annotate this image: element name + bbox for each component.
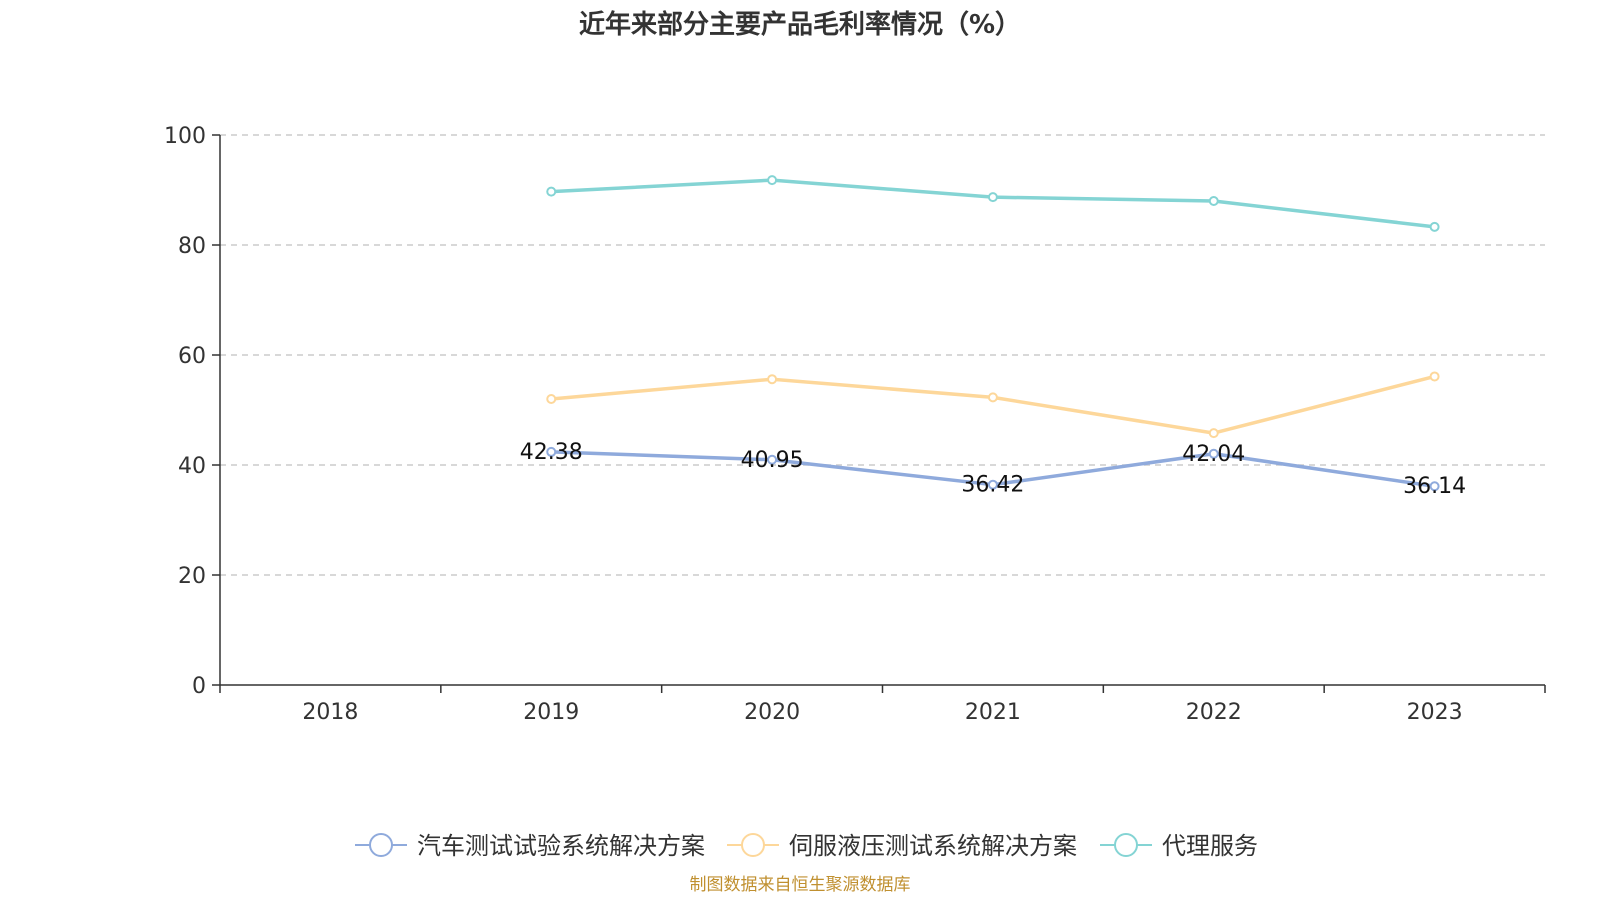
y-tick-label: 100 (164, 124, 206, 149)
y-tick-label: 80 (178, 234, 206, 259)
source-note: 制图数据来自恒生聚源数据库 (690, 875, 911, 895)
x-tick-label: 2022 (1186, 700, 1242, 725)
legend-label: 代理服务 (1162, 832, 1258, 860)
data-point (1208, 428, 1219, 439)
data-label: 40.95 (741, 448, 804, 473)
data-label: 36.42 (961, 473, 1024, 498)
series-layer (546, 175, 1440, 492)
series-line-1 (551, 374, 1436, 435)
x-tick-label: 2019 (523, 700, 579, 725)
data-point (767, 454, 778, 465)
y-tick-label: 20 (178, 564, 206, 589)
data-point (1208, 196, 1219, 206)
data-point (1429, 221, 1440, 232)
data-label: 42.38 (520, 440, 583, 465)
legend-item-0[interactable]: 汽车测试试验系统解决方案 (355, 832, 705, 860)
legend-item-2[interactable]: 代理服务 (1100, 832, 1258, 860)
axes: 0 20 40 60 80 100 2018 2019 2020 2021 2022 2023 (164, 124, 1546, 725)
data-point (1429, 371, 1440, 382)
data-point (767, 374, 778, 385)
x-tick-label: 2021 (965, 700, 1021, 725)
legend-marker-icon (369, 833, 393, 857)
data-point (987, 479, 998, 490)
series-line-2 (551, 178, 1435, 229)
data-point (546, 394, 557, 404)
data-label: 42.04 (1182, 442, 1245, 467)
data-point (987, 392, 998, 403)
legend-label: 伺服液压测试系统解决方案 (789, 832, 1077, 860)
y-tick-label: 0 (192, 674, 206, 699)
data-point (1429, 481, 1440, 492)
grid-lines (220, 134, 1545, 576)
x-tick-label: 2020 (744, 700, 800, 725)
data-point (546, 186, 557, 197)
y-tick-label: 40 (178, 454, 206, 479)
legend-marker-icon (1114, 833, 1138, 857)
legend-item-1[interactable]: 伺服液压测试系统解决方案 (727, 832, 1077, 860)
y-tick-label: 60 (178, 344, 206, 369)
chart-title: 近年来部分主要产品毛利率情况（%） (579, 9, 1021, 40)
data-point (987, 192, 998, 203)
legend-marker-icon (741, 833, 765, 857)
data-point (1208, 448, 1219, 459)
data-point (767, 175, 778, 186)
legend-label: 汽车测试试验系统解决方案 (417, 832, 705, 860)
legend: 汽车测试试验系统解决方案 伺服液压测试系统解决方案 代理服务 (355, 832, 1258, 860)
data-labels: 42.38 40.95 36.42 42.04 36.14 (520, 440, 1466, 499)
data-point (546, 446, 557, 457)
data-label: 36.14 (1403, 474, 1466, 499)
x-tick-label: 2023 (1407, 700, 1463, 725)
x-tick-label: 2018 (302, 700, 358, 725)
